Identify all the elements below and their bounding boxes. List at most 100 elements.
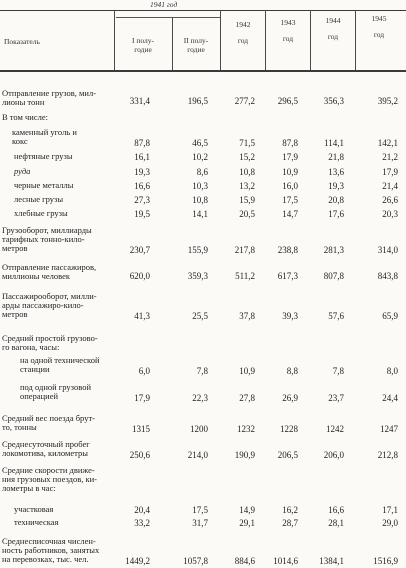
cell-value: 212,8 [377, 450, 398, 460]
cell-value: 6,0 [138, 366, 150, 376]
cell-value: 17,9 [134, 393, 150, 403]
cell-value: 217,8 [234, 245, 255, 255]
header-col-divider [265, 10, 266, 70]
cell-value: 17,5 [282, 195, 298, 205]
row-label: хлебные грузы [14, 208, 68, 218]
row-label: Грузооборот, миллиарды тарифных тонно-ки… [2, 225, 92, 253]
cell-value: 206,0 [323, 450, 344, 460]
cell-value: 21,8 [328, 152, 344, 162]
cell-value: 1057,8 [183, 556, 208, 566]
cell-value: 8,8 [286, 366, 298, 376]
row-label: Отправление грузов, мил- лионы тонн [2, 88, 97, 107]
cell-value: 395,2 [377, 96, 398, 106]
cell-value: 19,3 [328, 181, 344, 191]
cell-value: 155,9 [187, 245, 208, 255]
cell-value: 20,5 [239, 209, 255, 219]
header-year-rule [116, 17, 220, 18]
row-label: нефтяные грузы [14, 151, 73, 161]
cell-value: 250,6 [129, 450, 150, 460]
cell-value: 26,9 [282, 393, 298, 403]
cell-value: 7,8 [332, 366, 344, 376]
row-label: на одной технической станции [20, 355, 100, 374]
cell-value: 206,5 [277, 450, 298, 460]
cell-value: 10,9 [282, 167, 298, 177]
cell-value: 1200 [190, 424, 208, 434]
header-year-1941: 1941 год [150, 0, 178, 9]
cell-value: 41,3 [134, 311, 150, 321]
cell-value: 17,1 [382, 505, 398, 515]
cell-value: 29,1 [239, 518, 255, 528]
cell-value: 359,3 [187, 271, 208, 281]
cell-value: 16,6 [328, 505, 344, 515]
cell-value: 314,0 [377, 245, 398, 255]
cell-value: 16,6 [134, 181, 150, 191]
cell-value: 33,2 [134, 518, 150, 528]
cell-value: 10,9 [239, 366, 255, 376]
cell-value: 617,3 [277, 271, 298, 281]
cell-value: 24,4 [382, 393, 398, 403]
cell-value: 14,9 [239, 505, 255, 515]
row-label: Средние скорости движе- ния грузовых пое… [2, 465, 97, 493]
cell-value: 14,7 [282, 209, 298, 219]
cell-value: 87,8 [134, 138, 150, 148]
cell-value: 19,3 [134, 167, 150, 177]
cell-value: 16,1 [134, 152, 150, 162]
row-label: под одной грузовой операцией [20, 382, 91, 401]
header-col-divider [310, 10, 311, 70]
cell-value: 13,2 [239, 181, 255, 191]
cell-value: 16,2 [282, 505, 298, 515]
cell-value: 807,8 [323, 271, 344, 281]
cell-value: 65,9 [382, 311, 398, 321]
header-year-1944: 1944 год [325, 16, 341, 41]
cell-value: 17,6 [328, 209, 344, 219]
cell-value: 214,0 [187, 450, 208, 460]
row-label: Пассажирооборот, милли- арды пассажиро-к… [2, 291, 97, 319]
cell-value: 296,5 [277, 96, 298, 106]
cell-value: 1247 [380, 424, 398, 434]
header-col-divider [114, 10, 115, 70]
row-label: участковая [14, 504, 54, 514]
cell-value: 20,4 [134, 505, 150, 515]
header-year-1943: 1943 год [280, 18, 296, 43]
row-label: лесные грузы [14, 194, 64, 204]
cell-value: 37,8 [239, 311, 255, 321]
cell-value: 16,0 [282, 181, 298, 191]
header-col-divider [220, 10, 221, 70]
cell-value: 1449,2 [125, 556, 150, 566]
cell-value: 87,8 [282, 138, 298, 148]
cell-value: 884,6 [234, 556, 255, 566]
cell-value: 356,3 [323, 96, 344, 106]
cell-value: 26,6 [382, 195, 398, 205]
cell-value: 17,9 [282, 152, 298, 162]
row-label: В том числе: [2, 112, 48, 122]
row-label: каменный уголь и кокс [12, 127, 77, 146]
cell-value: 281,3 [323, 245, 344, 255]
cell-value: 10,2 [192, 152, 208, 162]
cell-value: 1228 [280, 424, 298, 434]
cell-value: 10,3 [192, 181, 208, 191]
cell-value: 22,3 [192, 393, 208, 403]
cell-value: 15,9 [239, 195, 255, 205]
row-label: Отправление пассажиров, миллионы человек [2, 262, 97, 281]
header-col-divider [172, 18, 173, 70]
cell-value: 20,3 [382, 209, 398, 219]
cell-value: 25,5 [192, 311, 208, 321]
header-half2: II полу- годие [183, 36, 209, 54]
cell-value: 20,8 [328, 195, 344, 205]
cell-value: 13,6 [328, 167, 344, 177]
cell-value: 28,1 [328, 518, 344, 528]
cell-value: 15,2 [239, 152, 255, 162]
cell-value: 511,2 [235, 271, 255, 281]
header-top-rule [0, 10, 406, 11]
cell-value: 19,5 [134, 209, 150, 219]
row-label: Средний вес поезда брут- то, тонны [2, 413, 95, 432]
cell-value: 196,5 [187, 96, 208, 106]
row-label: техническая [14, 517, 59, 527]
cell-value: 14,1 [192, 209, 208, 219]
cell-value: 1014,6 [273, 556, 298, 566]
cell-value: 46,5 [192, 138, 208, 148]
cell-value: 1516,9 [373, 556, 398, 566]
header-indicator: Показатель [4, 37, 40, 46]
cell-value: 277,2 [234, 96, 255, 106]
cell-value: 114,1 [324, 138, 344, 148]
